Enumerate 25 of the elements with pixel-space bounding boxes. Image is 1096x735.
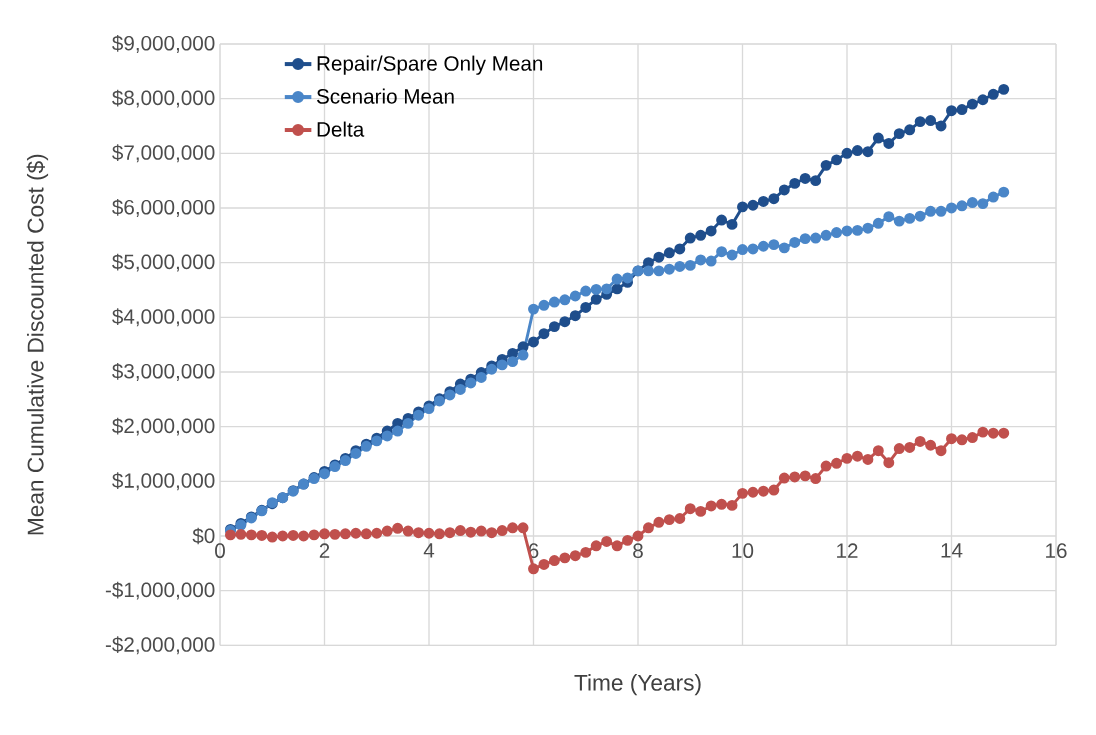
legend-label: Repair/Spare Only Mean xyxy=(317,55,543,76)
y-tick-label: -$2,000,000 xyxy=(105,636,215,655)
y-tick-label: -$1,000,000 xyxy=(105,581,215,600)
x-tick-label: 4 xyxy=(423,543,435,558)
y-tick-label: $7,000,000 xyxy=(112,144,215,163)
y-tick-label: $1,000,000 xyxy=(112,472,215,491)
x-tick-label: 2 xyxy=(319,543,330,558)
y-tick-label: $5,000,000 xyxy=(112,253,215,272)
x-tick-label: 0 xyxy=(215,543,225,559)
legend-label: Scenario Mean xyxy=(316,88,454,104)
x-tick-label: 8 xyxy=(633,543,643,559)
x-tick-label: 12 xyxy=(837,543,858,558)
y-tick-label: $3,000,000 xyxy=(112,363,215,382)
y-tick-label: $9,000,000 xyxy=(112,35,215,54)
y-tick-label: $2,000,000 xyxy=(112,417,215,436)
x-tick-label: 10 xyxy=(732,543,754,559)
x-axis-title: Time (Years) xyxy=(574,674,701,696)
y-tick-label: $8,000,000 xyxy=(112,89,215,108)
y-tick-label: $0 xyxy=(192,527,215,545)
y-tick-label: $6,000,000 xyxy=(112,199,215,218)
y-axis-title: Mean Cumulative Discounted Cost ($) xyxy=(26,154,49,535)
y-tick-label: $4,000,000 xyxy=(112,308,215,327)
x-tick-label: 16 xyxy=(1046,543,1067,559)
x-tick-label: 14 xyxy=(941,543,963,558)
legend-label: Delta xyxy=(317,121,365,137)
